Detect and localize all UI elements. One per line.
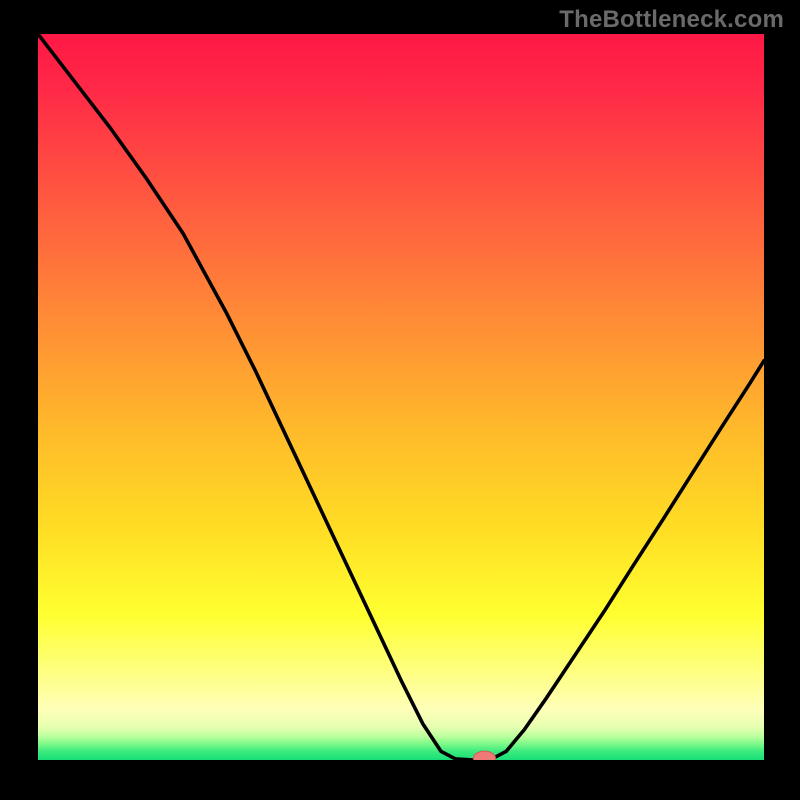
bottleneck-curve [38,34,764,760]
figure-root: TheBottleneck.com [0,0,800,800]
watermark-text: TheBottleneck.com [559,6,784,34]
chart-plot-area [38,34,764,760]
optimum-marker [473,751,495,760]
chart-svg [38,34,764,760]
